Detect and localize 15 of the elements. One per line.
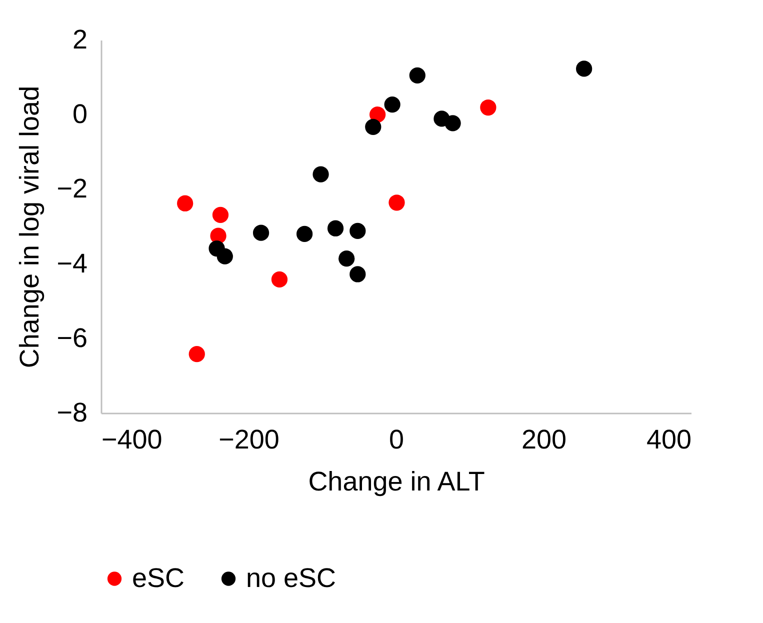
x-axis-title: Change in ALT [308, 466, 485, 496]
legend-label: no eSC [246, 562, 336, 593]
y-tick-label: 0 [72, 99, 88, 130]
y-tick-label: −6 [56, 322, 88, 353]
y-tick-label: −4 [56, 248, 88, 278]
x-tick-label: 0 [388, 424, 404, 454]
y-tick-label: −2 [56, 174, 88, 204]
x-tick-label: −400 [102, 424, 162, 454]
x-tick-label: −200 [218, 424, 280, 454]
x-tick-label: 200 [521, 424, 567, 454]
y-tick-label: 2 [72, 24, 88, 54]
y-axis-title: Change in log viral load [14, 86, 45, 368]
x-tick-label: 400 [646, 424, 692, 454]
y-tick-label: −8 [56, 398, 88, 428]
legend-label: eSC [132, 562, 185, 593]
